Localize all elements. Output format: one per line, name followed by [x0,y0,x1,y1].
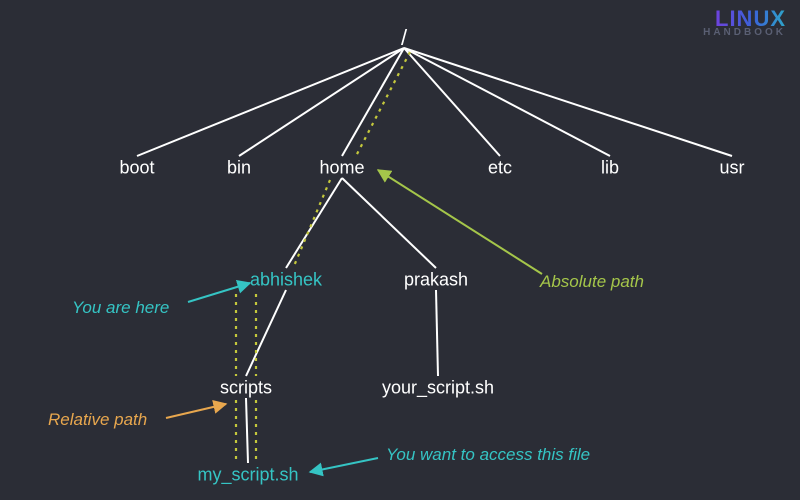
absolute_path-arrow [378,170,542,274]
node-prakash: prakash [404,270,468,291]
node-boot: boot [119,158,154,179]
node-bin: bin [227,158,251,179]
logo-line1: LINUX [703,10,786,29]
label-want_access: You want to access this file [386,445,590,465]
tree-edges [137,48,732,463]
node-scripts: scripts [220,378,272,399]
node-your_script: your_script.sh [382,378,494,399]
label-you_are_here: You are here [72,298,169,318]
node-my_script: my_script.sh [197,465,298,486]
label-absolute_path: Absolute path [540,272,644,292]
node-etc: etc [488,158,512,179]
annotation-arrows [166,170,542,472]
node-root: / [401,25,407,51]
relative_path-arrow [166,404,226,418]
node-lib: lib [601,158,619,179]
want_access-arrow [310,458,378,472]
label-relative_path: Relative path [48,410,147,430]
node-abhishek: abhishek [250,270,322,291]
you_are_here-arrow [188,283,250,302]
node-home: home [319,158,364,179]
logo: LINUX HANDBOOK [703,10,786,37]
logo-line2: HANDBOOK [703,29,786,38]
node-usr: usr [719,158,744,179]
dotted-path [236,52,410,462]
